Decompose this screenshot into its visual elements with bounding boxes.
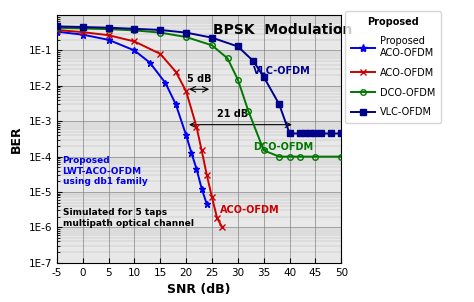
Text: ACO-OFDM: ACO-OFDM bbox=[220, 205, 279, 215]
Legend: Proposed
ACO-OFDM, ACO-OFDM, DCO-OFDM, VLC-OFDM: Proposed ACO-OFDM, ACO-OFDM, DCO-OFDM, V… bbox=[345, 11, 441, 123]
Text: BPSK  Modulation: BPSK Modulation bbox=[213, 23, 353, 37]
Text: Simulated for 5 taps
multipath optical channel: Simulated for 5 taps multipath optical c… bbox=[63, 208, 193, 228]
Y-axis label: BER: BER bbox=[10, 125, 23, 153]
Text: 5 dB: 5 dB bbox=[187, 74, 212, 84]
X-axis label: SNR (dB): SNR (dB) bbox=[167, 283, 231, 296]
Text: 21 dB: 21 dB bbox=[217, 109, 248, 119]
Text: DCO-OFDM: DCO-OFDM bbox=[254, 142, 313, 153]
Text: Proposed
LWT-ACO-OFDM
using db1 family: Proposed LWT-ACO-OFDM using db1 family bbox=[63, 156, 147, 186]
Text: VLC-OFDM: VLC-OFDM bbox=[254, 66, 311, 76]
